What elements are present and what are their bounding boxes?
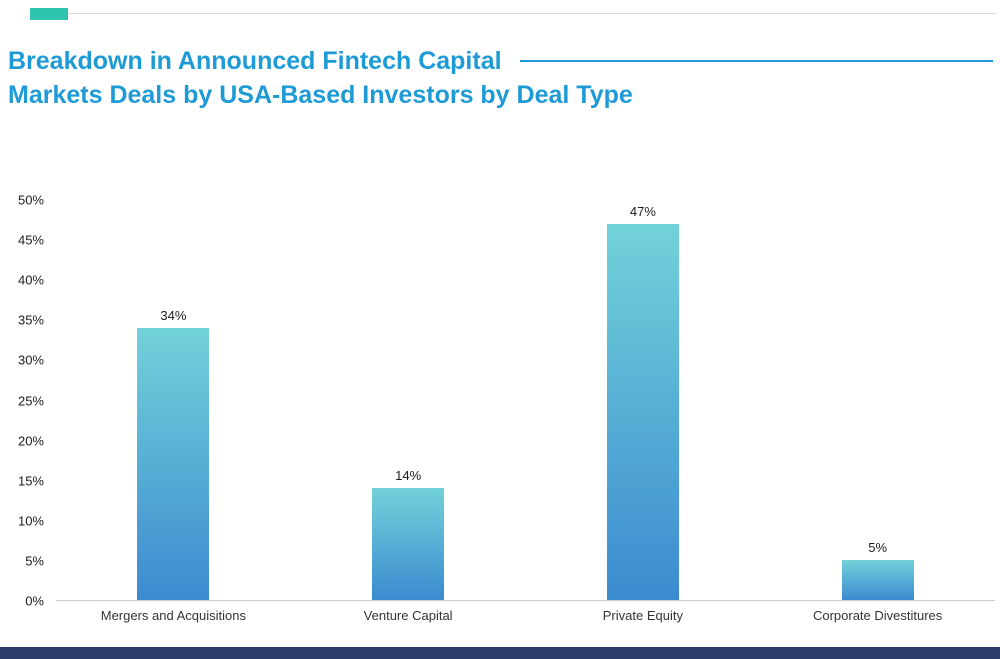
- bar: [606, 224, 679, 600]
- bar-value-label: 47%: [629, 204, 656, 219]
- y-axis-tick-label: 50%: [17, 192, 44, 208]
- y-axis-tick-label: 5%: [25, 553, 44, 569]
- y-axis-tick-label: 30%: [17, 352, 44, 368]
- chart-title-line1: Breakdown in Announced Fintech Capital: [8, 47, 502, 75]
- y-axis-tick-label: 35%: [17, 312, 44, 328]
- bar-value-label: 34%: [160, 308, 187, 323]
- y-axis-tick-label: 15%: [17, 473, 44, 489]
- top-divider-line: [30, 13, 996, 14]
- plot-area: 34% 14% 47% 5%: [56, 200, 995, 601]
- bar: [137, 328, 210, 600]
- chart-title-line2: Markets Deals by USA-Based Investors by …: [8, 81, 633, 109]
- bar-column: 47%: [526, 200, 761, 600]
- bar: [841, 560, 914, 600]
- y-axis: 0% 5% 10% 15% 20% 25% 30% 35% 40% 45% 50%: [10, 193, 44, 609]
- y-axis-tick-label: 45%: [17, 232, 44, 248]
- x-axis-category-label: Venture Capital: [363, 608, 453, 623]
- y-axis-tick-label: 25%: [17, 393, 44, 408]
- y-axis-tick-label: 40%: [17, 272, 44, 288]
- bar-value-label: 5%: [868, 540, 888, 555]
- top-accent-block: [30, 8, 68, 20]
- x-axis-category-label: Corporate Divestitures: [812, 608, 943, 623]
- bar: [372, 488, 445, 600]
- footer-accent-bar: [0, 647, 1000, 659]
- title-divider-line: [519, 60, 993, 62]
- bar-column: 34%: [56, 200, 291, 600]
- bar-chart: 0% 5% 10% 15% 20% 25% 30% 35% 40% 45% 50% 34% 14% 47…: [10, 193, 995, 623]
- y-axis-tick-label: 10%: [17, 513, 44, 529]
- x-axis: Mergers and Acquisitions Venture Capital P…: [56, 608, 995, 623]
- x-axis-category-label: Mergers and Acquisitions: [100, 608, 246, 623]
- x-axis-category-label: Private Equity: [602, 608, 683, 623]
- bar-column: 5%: [760, 200, 995, 600]
- chart-title: Breakdown in Announced Fintech Capital M…: [8, 44, 995, 112]
- y-axis-tick-label: 20%: [17, 433, 44, 449]
- y-axis-tick-label: 0%: [25, 593, 44, 609]
- bar-column: 14%: [291, 200, 526, 600]
- bar-value-label: 14%: [395, 468, 422, 483]
